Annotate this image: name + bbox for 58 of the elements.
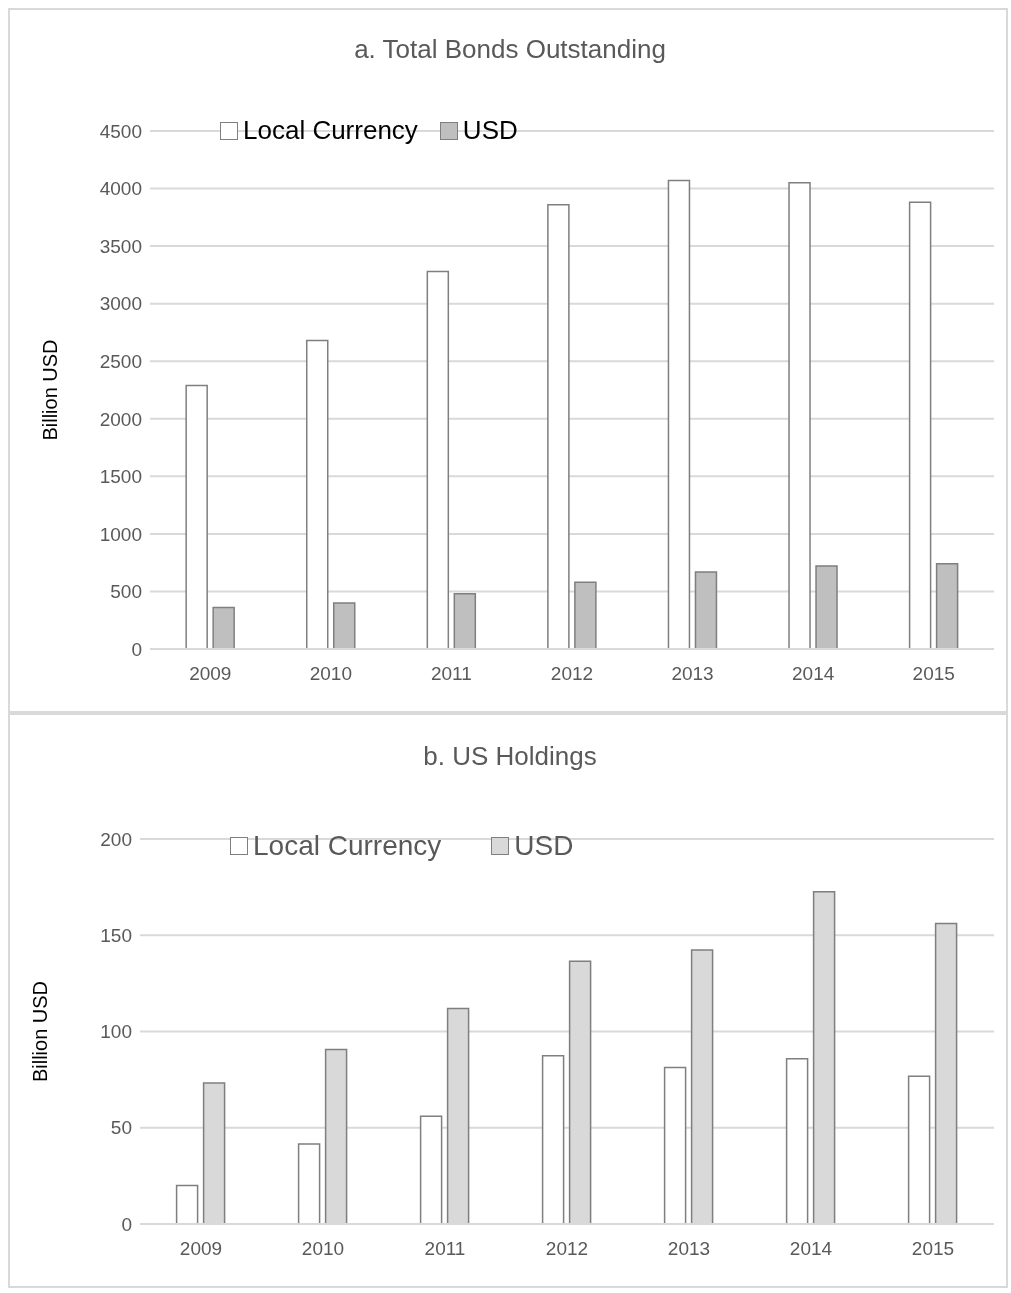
y-tick-label: 2500 [99, 350, 142, 372]
bar [574, 581, 597, 649]
y-tick-label: 50 [110, 1117, 132, 1139]
x-tick-label: 2010 [309, 663, 352, 685]
bar [935, 563, 959, 649]
bar [908, 201, 932, 649]
legend-label: Local Currency [243, 115, 418, 146]
y-tick-label: 1500 [99, 466, 142, 488]
y-axis-title: Billion USD [29, 980, 52, 1083]
chart-title: b. US Holdings [422, 741, 598, 772]
bar [453, 593, 477, 649]
x-tick-label: 2013 [667, 1238, 711, 1260]
y-tick-label: 0 [121, 1213, 132, 1235]
bar [297, 1143, 321, 1224]
y-axis-title: Billion USD [39, 339, 62, 441]
y-tick-label: 200 [100, 828, 132, 850]
x-tick-label: 2015 [912, 663, 955, 685]
y-tick-label: 0 [131, 638, 142, 660]
bar [185, 384, 208, 649]
bar [785, 1058, 809, 1224]
x-tick-label: 2014 [792, 663, 835, 685]
y-tick-label: 2000 [99, 408, 142, 430]
bar [694, 571, 718, 649]
y-tick-label: 4000 [99, 178, 142, 200]
legend-label: Local Currency [253, 830, 442, 862]
x-tick-label: 2011 [424, 1238, 466, 1260]
legend-label: USD [514, 830, 574, 862]
y-tick-label: 3000 [99, 293, 142, 315]
legend-label: USD [462, 115, 518, 146]
bar [419, 1115, 443, 1224]
bar [175, 1184, 199, 1224]
bar [788, 182, 811, 649]
bar [332, 602, 356, 649]
bar [212, 606, 235, 649]
bar [426, 270, 450, 649]
y-tick-label: 150 [100, 924, 132, 946]
y-tick-label: 4500 [99, 120, 142, 142]
y-tick-label: 1000 [99, 523, 142, 545]
y-tick-label: 500 [110, 581, 142, 603]
bar [815, 565, 838, 649]
bar [667, 179, 691, 649]
y-tick-label: 3500 [99, 235, 142, 257]
y-tick-label: 100 [100, 1021, 132, 1043]
bar [663, 1066, 687, 1224]
bar [547, 203, 570, 649]
bar [305, 339, 329, 649]
x-tick-label: 2014 [789, 1238, 833, 1260]
x-tick-label: 2009 [179, 1238, 223, 1260]
x-tick-label: 2012 [545, 1238, 589, 1260]
x-tick-label: 2010 [301, 1238, 345, 1260]
x-tick-label: 2015 [911, 1238, 955, 1260]
x-tick-label: 2013 [671, 663, 714, 685]
chart-title: a. Total Bonds Outstanding [353, 34, 667, 65]
x-tick-label: 2009 [189, 663, 232, 685]
bar [541, 1055, 565, 1224]
x-tick-label: 2011 [431, 663, 472, 685]
bar [907, 1075, 931, 1224]
x-tick-label: 2012 [550, 663, 594, 685]
